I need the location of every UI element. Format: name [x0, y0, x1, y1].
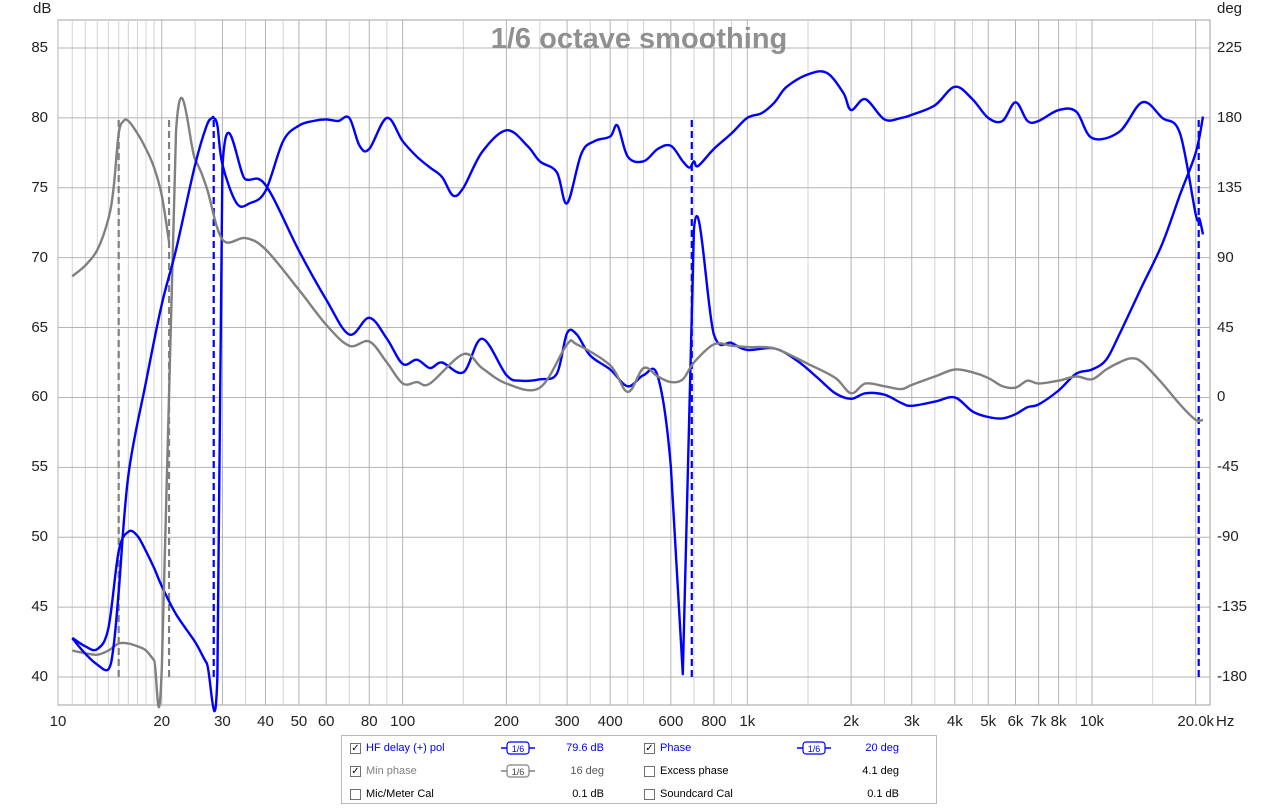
- y-tick-label: 80: [31, 108, 48, 126]
- y2-tick-label: -90: [1217, 528, 1239, 546]
- x-tick-label: 20.0k: [1177, 713, 1215, 730]
- y-tick-label: 70: [31, 248, 48, 266]
- legend-item-mic-cal[interactable]: Mic/Meter Cal: [350, 783, 434, 805]
- legend-label: Min phase: [366, 765, 417, 777]
- legend-item-soundcard-cal[interactable]: Soundcard Cal: [644, 783, 733, 805]
- x-tick-label: 800: [701, 713, 727, 730]
- legend-item-hf-delay[interactable]: ✓ HF delay (+) pol: [350, 737, 445, 759]
- y-tick-label: 60: [31, 388, 48, 406]
- x-tick-label: 10: [49, 713, 67, 730]
- legend-item-excess-phase[interactable]: Excess phase: [644, 760, 728, 782]
- excess-phase-value: 4.1 deg: [862, 765, 899, 777]
- legend-item-phase[interactable]: ✓ Phase: [644, 737, 691, 759]
- y-tick-label: 85: [31, 38, 48, 56]
- curves: [71, 70, 1205, 713]
- x-tick-label: 2k: [843, 713, 859, 730]
- y-tick-label: 40: [31, 668, 48, 686]
- hf-delay-checkbox[interactable]: ✓: [350, 742, 361, 754]
- soundcard-cal-checkbox[interactable]: [644, 788, 655, 800]
- x-tick-label: 100: [390, 713, 416, 730]
- x-tick-label: 3k: [903, 713, 920, 730]
- plot-area: [57, 19, 1211, 706]
- y-tick-label: 65: [31, 318, 48, 336]
- x-tick-label: 20: [153, 713, 171, 730]
- y2-tick-label: -45: [1217, 458, 1239, 476]
- x-tick-label: 5k: [980, 713, 997, 730]
- x-tick-label: 60: [317, 713, 335, 730]
- x-tick-label: 50: [290, 713, 308, 730]
- min-phase-curve: [72, 96, 1204, 709]
- x-tick-label: 80: [360, 713, 378, 730]
- y2-axis-unit: deg: [1217, 0, 1243, 17]
- excess-phase-curve: [71, 118, 171, 278]
- y-tick-label: 75: [31, 178, 48, 196]
- phase-checkbox[interactable]: ✓: [644, 742, 655, 754]
- x-tick-label: 40: [257, 713, 274, 730]
- smoothing-text: 1/6: [512, 767, 525, 777]
- x-tick-label: 7k: [1030, 713, 1047, 730]
- x-tick-label: 8k: [1050, 713, 1067, 730]
- hf-delay-smoothing-icon[interactable]: 1/6: [501, 741, 535, 755]
- x-tick-label: 300: [554, 713, 580, 730]
- x-tick-label: 6k: [1007, 713, 1024, 730]
- min-phase-smoothing-icon[interactable]: 1/6: [501, 764, 535, 778]
- x-tick-label: 200: [493, 713, 519, 730]
- y2-tick-label: -180: [1217, 668, 1248, 686]
- hf-delay-value: 79.6 dB: [566, 742, 604, 754]
- frequency-response-chart: 1/6 octave smoothing: [57, 19, 1211, 713]
- hf-delay-pol-curve: [71, 116, 1205, 713]
- phase-curve: [71, 70, 1205, 672]
- y2-tick-label: 135: [1217, 178, 1243, 196]
- legend-label: Excess phase: [660, 765, 729, 777]
- legend-label: Phase: [660, 742, 692, 754]
- y2-tick-label: 180: [1217, 108, 1243, 126]
- x-tick-label: 10k: [1079, 713, 1105, 730]
- chart-title: 1/6 octave smoothing: [491, 23, 788, 55]
- y2-tick-label: 90: [1217, 248, 1234, 266]
- y-tick-label: 50: [31, 528, 48, 546]
- legend-panel: ✓ HF delay (+) pol 1/6 79.6 dB ✓ Phase 1…: [341, 735, 937, 804]
- legend-label: Mic/Meter Cal: [366, 788, 434, 800]
- x-tick-label: 600: [658, 713, 684, 730]
- smoothing-text: 1/6: [808, 744, 821, 754]
- mic-cal-checkbox[interactable]: [350, 788, 361, 800]
- x-axis-unit: Hz: [1216, 713, 1235, 730]
- x-tick-label: 400: [597, 713, 623, 730]
- y-axis-unit: dB: [33, 0, 52, 17]
- excess-phase-checkbox[interactable]: [644, 765, 655, 777]
- mic-cal-value: 0.1 dB: [572, 788, 604, 800]
- legend-label: HF delay (+) pol: [366, 742, 445, 754]
- min-phase-checkbox[interactable]: ✓: [350, 765, 361, 777]
- x-tick-label: 4k: [946, 713, 963, 730]
- y2-tick-label: 45: [1217, 318, 1234, 336]
- y-tick-label: 55: [31, 458, 48, 476]
- smoothing-text: 1/6: [512, 744, 525, 754]
- phase-smoothing-icon[interactable]: 1/6: [797, 741, 831, 755]
- y2-tick-label: 0: [1217, 388, 1226, 406]
- x-tick-label: 1k: [739, 713, 756, 730]
- y-tick-label: 45: [31, 598, 48, 616]
- soundcard-cal-value: 0.1 dB: [867, 788, 899, 800]
- min-phase-value: 16 deg: [570, 765, 604, 777]
- legend-item-min-phase[interactable]: ✓ Min phase: [350, 760, 417, 782]
- y2-tick-label: -135: [1217, 598, 1248, 616]
- legend-label: Soundcard Cal: [660, 788, 733, 800]
- y2-tick-label: 225: [1217, 38, 1243, 56]
- x-tick-label: 30: [214, 713, 231, 730]
- phase-value: 20 deg: [865, 742, 899, 754]
